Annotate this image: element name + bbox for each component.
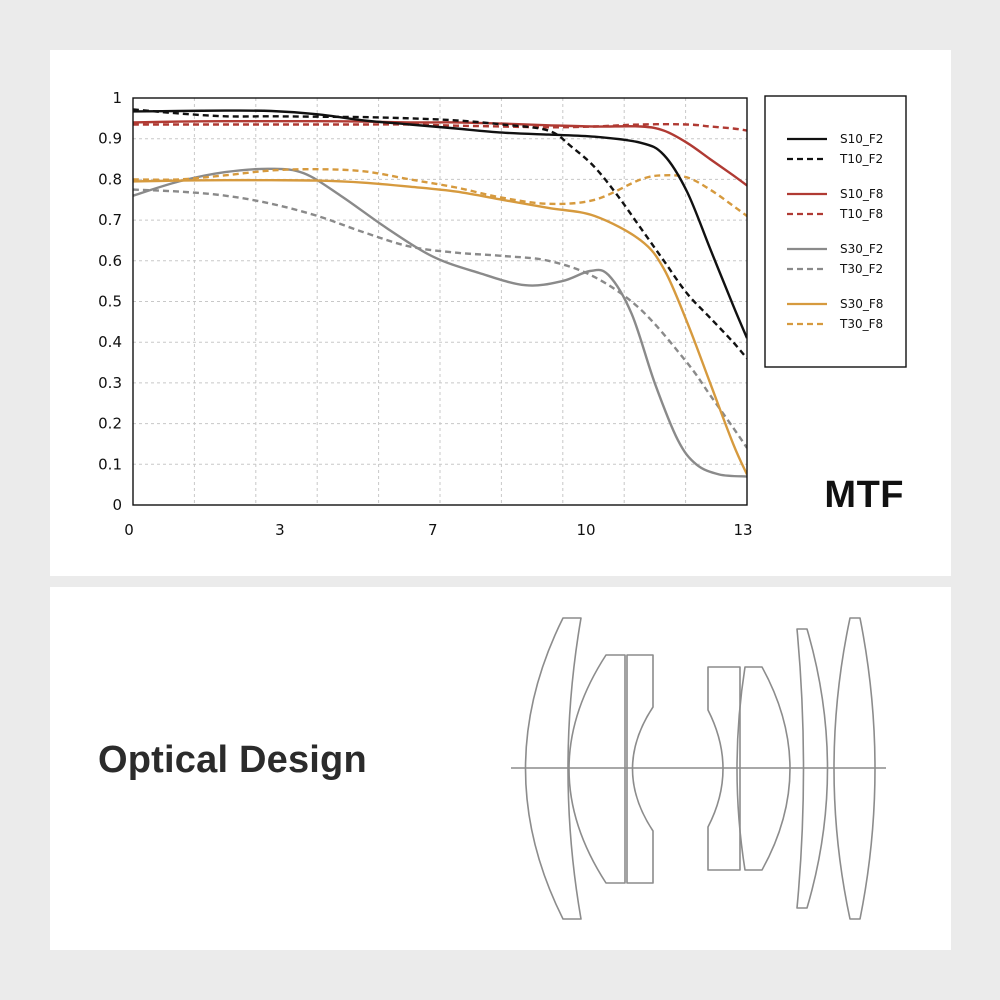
series-line-t10-f8: [133, 123, 747, 132]
lens-element-4: [707, 666, 741, 871]
mtf-card: 0 0.1 0.2 0.3 0.4 0.5 0.6 0.7 0.8 0.9 1 0 3 7 10 13 S10_…: [50, 50, 951, 576]
legend-label-s10-f8: S10_F8: [840, 187, 883, 201]
lens-element-6: [796, 628, 829, 909]
lens-element-2: [568, 654, 626, 884]
legend-box: [764, 95, 907, 368]
plot-frame: [132, 97, 748, 506]
x-tick-label: 0: [124, 521, 134, 539]
lens-element-3: [626, 654, 654, 884]
x-tick-label: 3: [275, 521, 285, 539]
mtf-title: MTF: [824, 474, 904, 516]
optical-design-title: Optical Design: [98, 739, 367, 781]
legend-label-t10-f2: T10_F2: [839, 152, 883, 166]
series-line-s10-f2: [133, 109, 747, 339]
legend-label-s30-f8: S30_F8: [840, 297, 883, 311]
y-tick-label: 0.2: [98, 415, 122, 433]
x-tick-label: 10: [576, 521, 595, 539]
lens-element-5: [736, 666, 791, 871]
y-tick-label: 0.3: [98, 374, 122, 392]
legend-label-t30-f2: T30_F2: [839, 262, 883, 276]
y-tick-label: 0.1: [98, 455, 122, 473]
y-tick-label: 0.7: [98, 211, 122, 229]
legend-label-t30-f8: T30_F8: [839, 317, 883, 331]
lens-element-7: [833, 617, 876, 920]
y-tick-label: 1: [112, 89, 122, 107]
series-line-s30-f8: [133, 178, 747, 475]
y-tick-label: 0.6: [98, 252, 122, 270]
x-tick-label: 13: [733, 521, 752, 539]
y-tick-label: 0.9: [98, 130, 122, 148]
y-tick-label: 0: [112, 496, 122, 514]
series-line-s10-f8: [133, 119, 747, 187]
series-line-t10-f2: [133, 108, 747, 360]
series-line-s30-f2: [133, 167, 747, 478]
x-tick-label: 7: [428, 521, 438, 539]
series-line-t30-f8: [133, 167, 747, 217]
y-tick-label: 0.5: [98, 293, 122, 311]
y-tick-label: 0.4: [98, 333, 122, 351]
legend-label-s30-f2: S30_F2: [840, 242, 883, 256]
y-tick-label: 0.8: [98, 170, 122, 188]
optical-design-card: Optical Design: [50, 587, 951, 950]
legend-label-t10-f8: T10_F8: [839, 207, 883, 221]
lens-diagram: [511, 617, 886, 920]
lens-element-1: [524, 617, 582, 920]
series-line-t30-f2: [133, 188, 747, 449]
mtf-chart: 00.10.20.30.40.50.60.70.80.910 3 7 10 13S10_…: [98, 89, 907, 539]
legend-label-s10-f2: S10_F2: [840, 132, 883, 146]
